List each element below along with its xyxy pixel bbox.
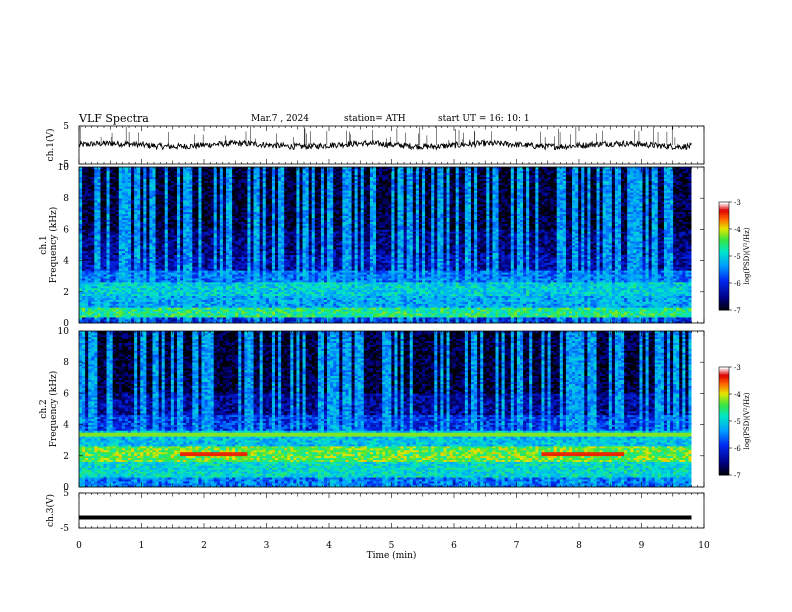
colorbar-tick-label: -4 [734, 391, 741, 399]
colorbar-label: log(PSD)(V²/Hz) [743, 227, 751, 284]
y-tick-label: 6 [63, 225, 69, 235]
ch2-spectrogram-ylabel: ch.2 Frequency (kHz) [39, 371, 59, 448]
svg-text:ch.1(V): ch.1(V) [45, 129, 56, 162]
ch3-trace [79, 515, 692, 520]
y-tick-label: 0 [63, 483, 69, 493]
y-tick-label: 4 [63, 257, 69, 267]
colorbar-tick-label: -3 [734, 199, 741, 207]
colorbar-tick-label: -4 [734, 226, 741, 234]
colorbar-tick-label: -7 [734, 307, 741, 315]
x-tick-label: 2 [201, 541, 207, 551]
x-tick-label: 10 [698, 541, 710, 551]
colorbar-tick-label: -5 [734, 418, 741, 426]
colorbar-tick-label: -5 [734, 253, 741, 261]
ch2-spectrogram-colorbar: -3 -4 -5 -6 -7 log(PSD)(V²/Hz) [718, 364, 751, 480]
y-tick-label: -5 [60, 160, 69, 170]
ch1-spectrogram-colorbar: -3 -4 -5 -6 -7 log(PSD)(V²/Hz) [718, 199, 751, 315]
y-tick-label: 8 [63, 358, 69, 368]
y-tick-label: 10 [58, 327, 70, 337]
x-tick-label: 5 [389, 541, 395, 551]
x-tick-label: 6 [451, 541, 457, 551]
y-tick-label: 8 [63, 194, 69, 204]
y-tick-label: 2 [63, 452, 69, 462]
y-tick-label: 5 [63, 489, 69, 499]
colorbar-tick-label: -3 [734, 364, 741, 372]
ch3-ylabel: ch.3(V) [45, 494, 56, 527]
x-tick-label: 0 [76, 541, 82, 551]
x-tick-label: 8 [576, 541, 582, 551]
colorbar-label: log(PSD)(V²/Hz) [743, 392, 751, 449]
chart-title: VLF Spectra [79, 112, 149, 125]
x-tick-label: 1 [139, 541, 145, 551]
ch1-trace [78, 139, 692, 151]
y-tick-label: 0 [63, 319, 69, 329]
station-label: station= ATH [344, 114, 406, 124]
colorbar-tick-label: -6 [734, 280, 741, 288]
colorbar-tick-label: -7 [734, 472, 741, 480]
ch1-spectrogram [79, 167, 704, 324]
x-tick-label: 7 [514, 541, 520, 551]
ch1-ylabel: ch.1(V) [45, 129, 56, 162]
y-tick-label: 10 [58, 163, 70, 173]
y-tick-label: 6 [63, 389, 69, 399]
ch3-waveform-frame [78, 492, 705, 529]
start-ut-label: start UT = 16: 10: 1 [438, 114, 530, 124]
x-axis-label: Time (min) [367, 550, 417, 561]
x-tick-label: 4 [326, 541, 332, 551]
y-tick-label: 2 [63, 288, 69, 298]
y-tick-label: 4 [63, 421, 69, 431]
date-label: Mar.7 , 2024 [251, 114, 309, 124]
x-tick-label: 3 [264, 541, 270, 551]
y-tick-label: 5 [63, 122, 69, 132]
colorbar-tick-label: -6 [734, 445, 741, 453]
x-tick-label: 9 [639, 541, 645, 551]
y-tick-label: -5 [60, 524, 69, 534]
ch1-spectrogram-ylabel: ch.1 Frequency (kHz) [39, 207, 59, 284]
ch2-spectrogram [79, 331, 704, 488]
